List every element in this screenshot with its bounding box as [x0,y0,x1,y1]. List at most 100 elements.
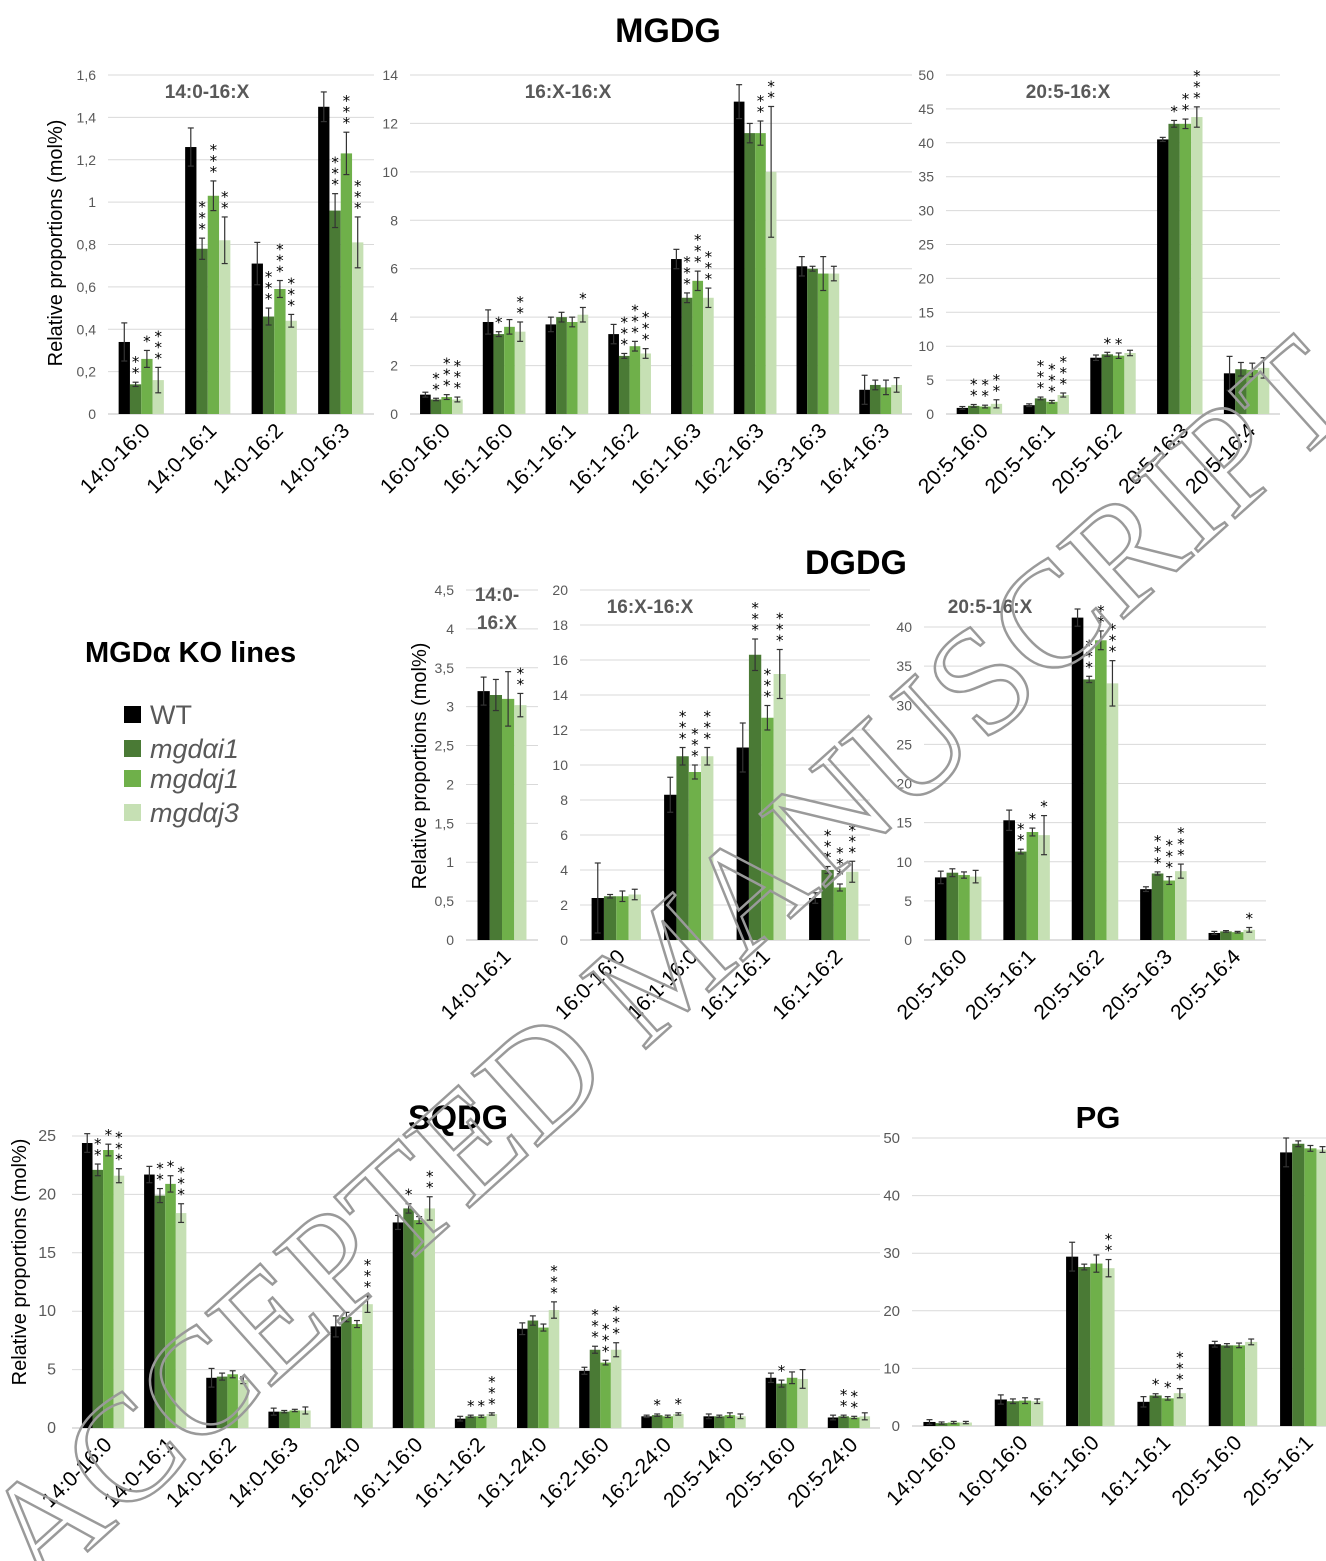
dgdg3-significance-star: * [1109,621,1117,639]
sqdg-bar [175,1213,187,1428]
sqdg-bar [486,1413,498,1428]
mgdg3-significance-star: * [1193,89,1201,107]
dgdg2-bar [846,871,859,940]
sqdg-bar [113,1175,125,1428]
sqdg-significance-star: * [850,1387,858,1405]
sqdg-bar [341,1317,352,1428]
dgdg2-bar [748,654,762,940]
mgdg2-significance-star: * [443,377,451,395]
sqdg-significance-star: * [612,1325,620,1343]
sqdg-bar [92,1169,104,1428]
legend-label-wt: WT [150,700,192,730]
pg-y-tick-label: 10 [883,1360,900,1377]
dgdg1-y-tick-label: 3,5 [435,660,455,676]
mgdg3-y-tick-label: 40 [918,135,934,151]
mgdg3-bar [1124,352,1136,414]
mgdg1-bar [274,288,286,414]
mgdg2-significance-star: * [454,357,462,375]
mgdg3-y-tick-label: 15 [918,304,934,320]
dgdg2-bar [616,896,629,940]
sqdg-significance-star: * [675,1395,683,1413]
dgdg2-significance-star: * [764,677,772,695]
dgdg3-significance-star: * [1097,613,1105,631]
dgdg2-significance-star: * [764,688,772,706]
sqdg-bar [848,1417,860,1428]
pg-significance-star: * [1105,1231,1113,1249]
sqdg-bar [538,1327,549,1428]
mgdg3-significance-star: * [1059,353,1067,371]
sqdg-bar [589,1349,601,1428]
pg-significance-star: * [1105,1242,1113,1260]
sqdg-section-title: SQDG [408,1099,508,1137]
mgdg3-significance-star: * [1104,334,1112,352]
mgdg2-significance-star: * [694,231,702,249]
mgdg1-significance-star: * [276,263,284,281]
dgdg3-significance-star: * [1029,810,1037,828]
mgdg3-y-tick-label: 5 [926,372,934,388]
mgdg3-bar [1034,398,1047,414]
mgdg1-bar [329,210,341,414]
mgdg1-significance-star: * [265,268,273,286]
mgdg1-bar [141,358,153,414]
dgdg2-significance-star: * [751,599,759,617]
pg-bar [1292,1143,1305,1426]
sqdg-significance-star: * [550,1262,558,1280]
sqdg-bar [610,1349,622,1428]
dgdg2-significance-star: * [703,719,711,737]
dgdg3-bar [1003,820,1015,940]
dgdg3-bar [1083,679,1095,940]
sqdg-y-axis-label: Relative proportions (mol%) [9,1139,31,1386]
mgdg1-bar [251,263,263,414]
sqdg-significance-star: * [591,1317,599,1335]
mgdg3-y-tick-label: 25 [918,237,934,253]
dgdg1-bar [477,691,490,940]
dgdg3-significance-star: * [1017,820,1025,838]
dgdg2-bar [701,756,714,940]
mgdg1-significance-star: * [198,220,206,238]
dgdg3-significance-star: * [1085,658,1093,676]
mgdg1-significance-star: * [221,199,229,217]
dgdg1-y-tick-label: 4,5 [435,582,455,598]
dgdg3-bar [946,872,959,940]
sqdg-significance-star: * [602,1342,610,1360]
mgdg3-category-label: 20:5-16:0 [914,419,993,498]
mgdg1-significance-star: * [331,154,339,172]
pg-y-tick-label: 40 [883,1188,900,1205]
dgdg1-panel-title-line1: 14:0- [475,585,519,606]
dgdg2-significance-star: * [776,621,784,639]
dgdg3-bar [1208,932,1221,940]
dgdg2-panel-title: 16:X-16:X [607,597,694,618]
pg-bar [1102,1268,1115,1426]
mgdg2-bar [671,259,682,414]
mgdg1-bar [207,195,220,414]
sqdg-significance-star: * [177,1164,185,1182]
dgdg2-significance-star: * [703,730,711,748]
sqdg-bar [673,1413,684,1428]
mgdg2-significance-star: * [705,259,713,277]
dgdg1-bar [502,698,515,940]
pg-category-label: 16:1-16:1 [1096,1431,1175,1510]
dgdg2-y-tick-label: 8 [560,792,568,808]
dgdg3-y-tick-label: 5 [904,893,912,909]
dgdg2-significance-star: * [836,855,844,873]
pg-bar [1316,1149,1326,1426]
dgdg3-bar [1026,832,1039,940]
sqdg-significance-star: * [115,1151,123,1169]
dgdg3-panel-title: 20:5-16:X [948,597,1033,618]
mgdg1-significance-star: * [265,290,273,308]
mgdg3-bar [1223,373,1236,414]
mgdg2-significance-star: * [683,264,691,282]
mgdg1-significance-star: * [354,177,362,195]
legend-swatch-mgdai1 [124,740,141,757]
mgdg3-y-tick-label: 30 [918,203,934,219]
sqdg-significance-star: * [488,1373,496,1391]
mgdg3-significance-star: * [970,376,978,394]
sqdg-significance-star: * [478,1397,486,1415]
sqdg-y-tick-label: 25 [38,1128,56,1145]
dgdg3-significance-star: * [1177,835,1185,853]
mgdg2-bar [452,399,463,414]
dgdg2-bar [833,887,847,940]
sqdg-significance-star: * [177,1175,185,1193]
dgdg3-bar [1095,640,1107,940]
dgdg2-significance-star: * [824,827,832,845]
